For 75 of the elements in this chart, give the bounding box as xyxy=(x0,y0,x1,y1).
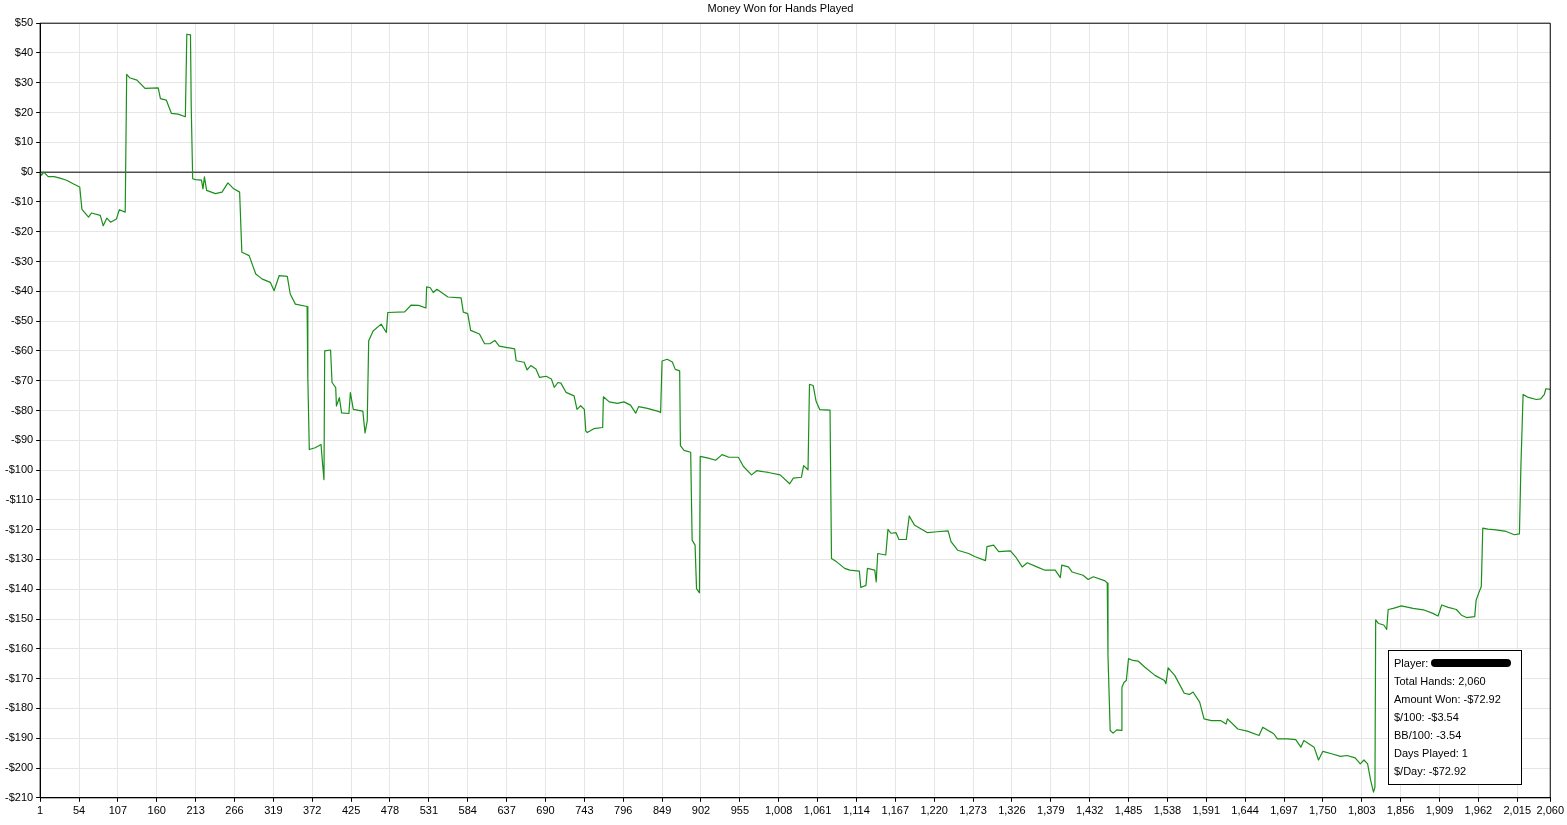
y-tick-label: $10 xyxy=(14,135,34,148)
x-tick-label: 1,962 xyxy=(1464,804,1493,817)
x-tick-label: 690 xyxy=(536,804,555,817)
y-tick-label: -$160 xyxy=(4,641,34,654)
x-tick-label: 1,061 xyxy=(803,804,832,817)
x-tick-label: 266 xyxy=(225,804,244,817)
y-tick-label: -$210 xyxy=(4,790,34,803)
annotation: BB/100: -3.54 xyxy=(1394,728,1462,743)
x-tick-label: 796 xyxy=(614,804,633,817)
x-tick-label: 213 xyxy=(186,804,205,817)
x-tick-label: 1,432 xyxy=(1075,804,1104,817)
y-tick-label: -$150 xyxy=(4,612,34,625)
y-tick-label: $20 xyxy=(14,105,34,118)
y-tick-label: -$100 xyxy=(4,463,34,476)
x-tick-label: 319 xyxy=(264,804,283,817)
x-tick-label: 1,326 xyxy=(998,804,1026,817)
y-tick-label: -$90 xyxy=(11,433,34,446)
annotation: Days Played: 1 xyxy=(1394,746,1468,761)
x-tick-label: 955 xyxy=(730,804,749,817)
x-tick-label: 1,538 xyxy=(1153,804,1182,817)
x-tick-label: 1,273 xyxy=(959,804,987,817)
x-tick-label: 2,015 xyxy=(1503,804,1531,817)
y-tick-label: -$110 xyxy=(5,492,34,505)
y-tick-label: $0 xyxy=(20,165,34,178)
x-tick-label: 160 xyxy=(147,804,166,817)
x-tick-label: 2,060 xyxy=(1536,804,1564,817)
annotation: $/100: -$3.54 xyxy=(1394,710,1459,725)
y-tick-label: $40 xyxy=(14,46,34,59)
y-tick-label: -$80 xyxy=(11,403,34,416)
annotation: Total Hands: 2,060 xyxy=(1394,674,1486,689)
y-tick-label: -$190 xyxy=(4,731,34,744)
x-tick-label: 372 xyxy=(303,804,322,817)
x-tick-label: 1 xyxy=(37,804,44,817)
y-tick-label: -$50 xyxy=(11,314,34,327)
annotation: Amount Won: -$72.92 xyxy=(1394,692,1501,707)
x-tick-label: 637 xyxy=(497,804,516,817)
x-tick-label: 1,008 xyxy=(764,804,793,817)
x-tick-label: 1,379 xyxy=(1037,804,1065,817)
y-tick-label: -$180 xyxy=(4,701,34,714)
x-tick-label: 1,591 xyxy=(1192,804,1221,817)
x-tick-label: 531 xyxy=(419,804,439,817)
x-tick-label: 743 xyxy=(575,804,594,817)
y-tick-label: $50 xyxy=(14,16,34,29)
x-tick-label: 1,485 xyxy=(1114,804,1143,817)
x-tick-label: 1,114 xyxy=(843,804,870,817)
y-tick-label: -$20 xyxy=(11,224,34,237)
x-tick-label: 849 xyxy=(652,804,672,817)
x-tick-label: 1,167 xyxy=(881,804,910,817)
annotation: Player: xyxy=(1394,656,1429,671)
x-tick-label: 902 xyxy=(691,804,711,817)
y-tick-label: -$60 xyxy=(11,343,34,356)
x-tick-label: 1,909 xyxy=(1425,804,1454,817)
x-tick-label: 1,220 xyxy=(920,804,948,817)
y-tick-label: -$140 xyxy=(4,582,34,595)
x-tick-label: 1,697 xyxy=(1270,804,1298,817)
x-tick-label: 425 xyxy=(341,804,361,817)
y-tick-label: -$170 xyxy=(4,671,34,684)
x-tick-label: 1,750 xyxy=(1309,804,1337,817)
annotation: $/Day: -$72.92 xyxy=(1394,764,1467,779)
y-tick-label: -$40 xyxy=(11,284,34,297)
y-tick-label: $30 xyxy=(14,75,34,88)
y-tick-label: -$30 xyxy=(11,254,34,267)
y-tick-label: -$70 xyxy=(11,373,34,386)
x-tick-label: 478 xyxy=(380,804,400,817)
y-tick-label: -$120 xyxy=(4,522,34,535)
x-tick-label: 54 xyxy=(72,804,86,817)
x-tick-label: 1,856 xyxy=(1386,804,1415,817)
y-tick-label: -$10 xyxy=(11,194,34,207)
x-tick-label: 1,644 xyxy=(1231,804,1259,817)
x-tick-label: 107 xyxy=(108,804,128,817)
y-tick-label: -$200 xyxy=(4,761,34,774)
chart-title: Money Won for Hands Played xyxy=(707,1,854,14)
x-tick-label: 1,803 xyxy=(1347,804,1376,817)
y-tick-label: -$130 xyxy=(4,552,34,565)
x-tick-label: 584 xyxy=(458,804,477,817)
